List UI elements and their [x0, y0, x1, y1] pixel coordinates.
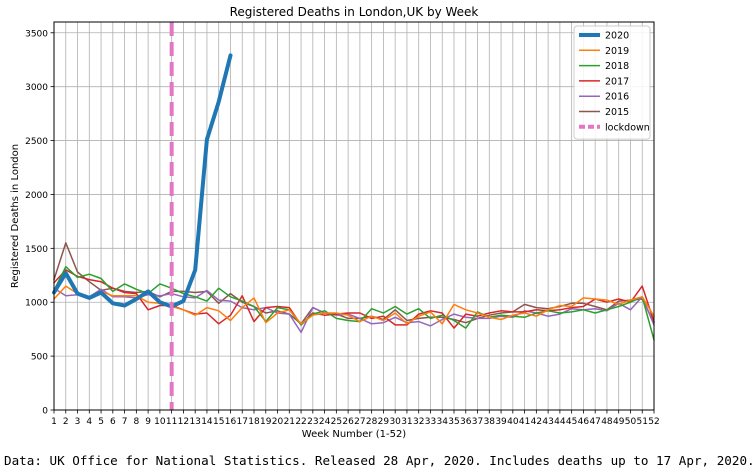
- x-axis-label: Week Number (1-52): [302, 429, 407, 440]
- plot-frame: [53, 21, 655, 411]
- x-tick-label: 12: [178, 417, 189, 427]
- x-tick-label: 11: [166, 417, 177, 427]
- y-axis-label: Registered Deaths in London: [10, 144, 21, 288]
- series-line-2018: [53, 265, 655, 341]
- line-chart: Registered Deaths in London,UK by Week 1…: [10, 5, 660, 440]
- x-tick-label: 40: [507, 417, 519, 427]
- x-tick-label: 35: [448, 417, 459, 427]
- y-tick-label: 3000: [25, 83, 48, 93]
- x-tick-label: 14: [201, 417, 213, 427]
- x-tick-label: 13: [189, 417, 200, 427]
- x-tick-label: 18: [248, 417, 260, 427]
- x-tick-label: 25: [331, 417, 342, 427]
- legend-label-2015: 2015: [605, 107, 629, 118]
- x-tick-label: 28: [366, 417, 378, 427]
- x-tick-label: 52: [648, 417, 659, 427]
- x-tick-label: 17: [237, 417, 248, 427]
- x-tick-label: 51: [637, 417, 648, 427]
- x-tick-label: 10: [154, 417, 166, 427]
- y-axis-ticks: 0 500 1000 1500 2000 2500 3000 3500: [25, 29, 54, 417]
- x-tick-label: 4: [86, 417, 92, 427]
- x-tick-label: 27: [354, 417, 365, 427]
- series-line-2019: [53, 285, 655, 325]
- x-tick-label: 22: [295, 417, 306, 427]
- legend-label-2016: 2016: [605, 92, 629, 103]
- x-tick-label: 33: [425, 417, 436, 427]
- x-tick-label: 6: [110, 417, 116, 427]
- x-tick-label: 50: [625, 417, 637, 427]
- legend-label-2019: 2019: [605, 46, 629, 57]
- x-tick-label: 26: [342, 417, 354, 427]
- x-tick-label: 39: [495, 417, 507, 427]
- x-tick-label: 42: [531, 417, 542, 427]
- x-tick-label: 32: [413, 417, 424, 427]
- x-tick-label: 49: [613, 417, 625, 427]
- x-tick-label: 3: [75, 417, 81, 427]
- x-tick-label: 29: [378, 417, 390, 427]
- x-tick-label: 44: [554, 417, 566, 427]
- x-tick-label: 16: [225, 417, 237, 427]
- x-axis-ticks: 1 2 3 4 5 6 7 8 9 10 11 12 13 14 15 16 17 18 19 20 21 22 23 24 2…: [51, 410, 660, 427]
- x-tick-label: 36: [460, 417, 472, 427]
- x-tick-label: 47: [589, 417, 600, 427]
- x-tick-label: 34: [437, 417, 449, 427]
- x-tick-label: 2: [63, 417, 69, 427]
- x-tick-label: 1: [51, 417, 57, 427]
- x-tick-label: 24: [319, 417, 331, 427]
- x-tick-label: 30: [389, 417, 401, 427]
- y-tick-label: 0: [42, 407, 48, 417]
- legend-label-2017: 2017: [605, 76, 629, 87]
- series-lines: [52, 53, 655, 341]
- x-tick-label: 19: [260, 417, 272, 427]
- x-tick-label: 8: [133, 417, 139, 427]
- x-tick-label: 43: [542, 417, 553, 427]
- x-tick-label: 23: [307, 417, 318, 427]
- y-tick-label: 2500: [25, 137, 48, 147]
- x-tick-label: 7: [122, 417, 128, 427]
- series-line-2020: [52, 53, 233, 309]
- legend-label-2020: 2020: [605, 31, 629, 42]
- x-tick-label: 21: [284, 417, 295, 427]
- x-tick-label: 48: [601, 417, 613, 427]
- x-tick-label: 31: [401, 417, 412, 427]
- y-tick-label: 1000: [25, 299, 48, 309]
- grid-lines: [53, 22, 655, 411]
- x-tick-label: 38: [484, 417, 496, 427]
- legend-label-2018: 2018: [605, 61, 629, 72]
- y-tick-label: 500: [31, 353, 48, 363]
- series-line-2017: [53, 269, 655, 329]
- chart-title: Registered Deaths in London,UK by Week: [230, 5, 479, 19]
- y-tick-label: 2000: [25, 191, 48, 201]
- x-tick-label: 45: [566, 417, 577, 427]
- x-tick-label: 15: [213, 417, 224, 427]
- x-tick-label: 20: [272, 417, 284, 427]
- x-tick-label: 41: [519, 417, 530, 427]
- y-tick-label: 1500: [25, 245, 48, 255]
- y-tick-label: 3500: [25, 29, 48, 39]
- x-tick-label: 5: [98, 417, 104, 427]
- legend-label-lockdown: lockdown: [605, 122, 650, 133]
- source-caption: Data: UK Office for National Statistics.…: [4, 453, 755, 468]
- x-tick-label: 9: [145, 417, 151, 427]
- legend: 2020 2019 2018 2017 2016 2015 lockdown: [573, 25, 651, 140]
- x-tick-label: 46: [578, 417, 590, 427]
- x-tick-label: 37: [472, 417, 483, 427]
